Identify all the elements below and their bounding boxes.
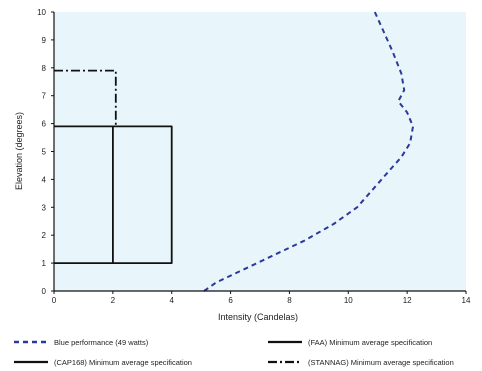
y-tick-label: 9 [42,36,47,45]
series-line-3 [54,69,117,127]
y-tick-label: 3 [42,203,47,212]
y-tick-label: 7 [42,92,47,101]
x-tick-label: 0 [52,296,57,305]
legend-label-3: (STANNAG) Minimum average specification [308,358,454,367]
legend-label-1: (CAP168) Minimum average specification [54,358,192,367]
y-tick-labels: 0 1 2 3 4 5 6 7 8 9 10 [37,8,46,296]
y-tick-label: 6 [42,120,47,129]
x-tick-label: 12 [403,296,412,305]
y-axis-title: Elevation (degrees) [14,112,24,190]
series-layer [54,11,414,292]
x-tick-label: 2 [111,296,116,305]
x-tick-label: 6 [228,296,233,305]
legend-label-0: Blue performance (49 watts) [54,338,149,347]
x-tick-label: 4 [169,296,174,305]
legend: Blue performance (49 watts) (FAA) Minimum… [14,338,454,367]
y-tick-label: 10 [37,8,46,17]
x-axis-title: Intensity (Candelas) [218,312,298,322]
legend-label-2: (FAA) Minimum average specification [308,338,432,347]
x-tick-label: 14 [462,296,471,305]
y-tick-label: 2 [42,231,47,240]
series-line-0 [203,11,414,292]
y-tick-label: 4 [42,175,47,184]
y-tick-label: 5 [42,148,47,157]
y-tick-label: 0 [42,287,47,296]
y-tick-label: 8 [42,64,47,73]
plot-area [54,12,466,291]
x-tick-label: 8 [287,296,292,305]
x-tick-label: 10 [344,296,353,305]
y-tick-label: 1 [42,259,47,268]
x-tick-labels: 0 2 4 6 8 10 12 14 [52,296,471,305]
